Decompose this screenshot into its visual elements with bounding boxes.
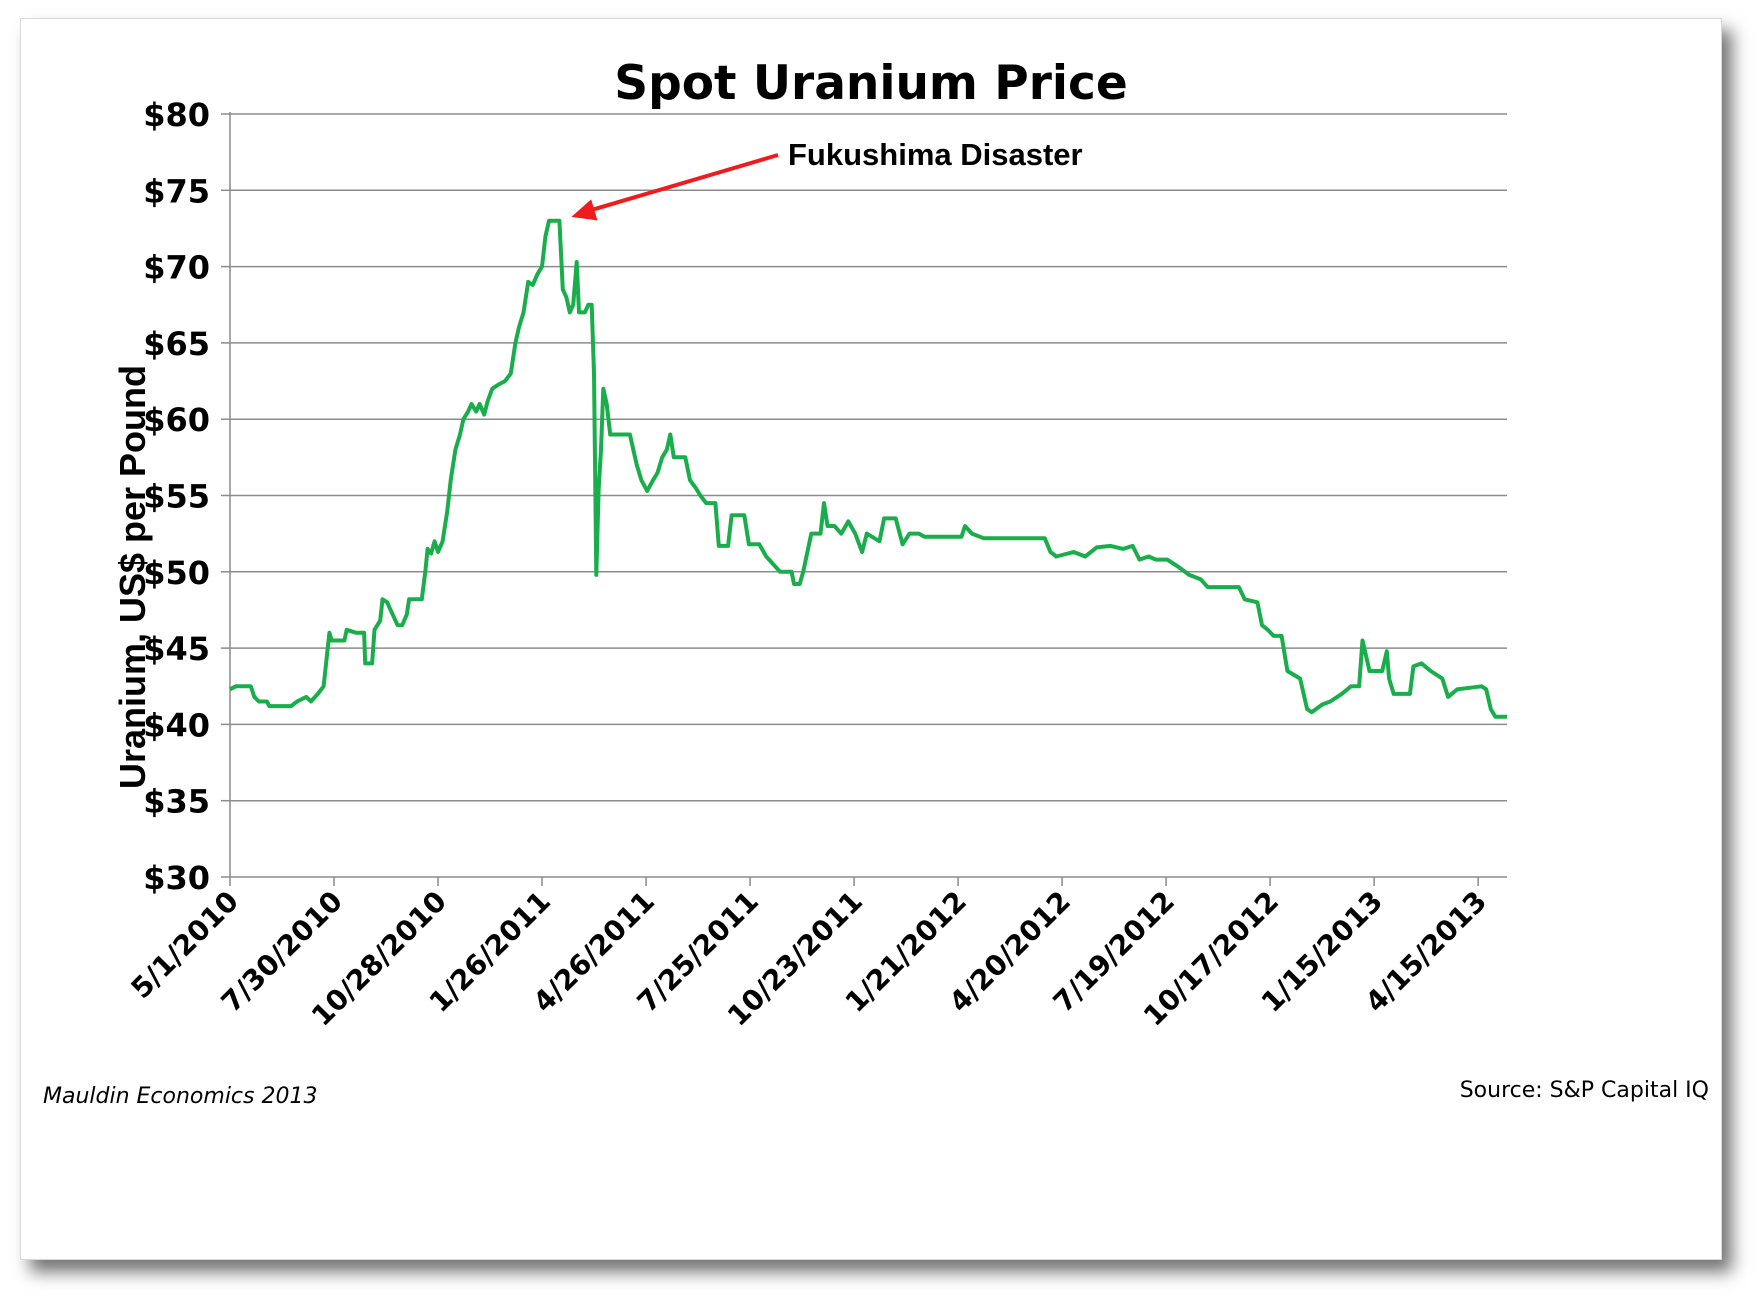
chart-title: Spot Uranium Price xyxy=(614,56,1128,111)
y-tick-label: $55 xyxy=(143,478,210,516)
annotation-arrow-line xyxy=(584,153,779,214)
price-series xyxy=(229,218,1507,719)
y-tick-label: $75 xyxy=(143,172,210,210)
x-axis-ticks: 5/1/20107/30/201010/28/20101/26/20114/26… xyxy=(124,877,1493,1033)
y-axis-ticks: $30 $35 $40 $45 $50 $55 $60 $65 $70 $75 $80 xyxy=(143,96,230,897)
y-tick-label: $50 xyxy=(143,554,210,592)
price-line xyxy=(229,218,1507,719)
y-tick-label: $35 xyxy=(143,783,210,821)
axes xyxy=(229,112,1507,878)
gridlines xyxy=(230,113,1507,802)
chart-canvas: $30 $35 $40 $45 $50 $55 $60 $65 $70 $75 $80 5/1/20… xyxy=(43,56,1709,1109)
y-tick-label: $65 xyxy=(143,325,210,363)
annotation-label: Fukushima Disaster xyxy=(788,137,1083,172)
y-tick-label: $60 xyxy=(143,401,210,439)
y-axis-label: Uranium, US$ per Pound xyxy=(112,365,153,789)
y-tick-label: $30 xyxy=(143,859,210,897)
chart-frame: $30 $35 $40 $45 $50 $55 $60 $65 $70 $75 $80 5/1/20… xyxy=(20,18,1722,1260)
footer-source: Source: S&P Capital IQ xyxy=(1460,1078,1709,1103)
y-tick-label: $70 xyxy=(143,249,210,287)
annotation-arrow-head xyxy=(571,199,598,221)
footer-credit: Mauldin Economics 2013 xyxy=(43,1084,317,1109)
y-tick-label: $40 xyxy=(143,706,210,744)
y-tick-label: $80 xyxy=(143,96,210,134)
annotation-group: Fukushima Disaster xyxy=(571,137,1083,221)
y-tick-label: $45 xyxy=(143,630,210,668)
